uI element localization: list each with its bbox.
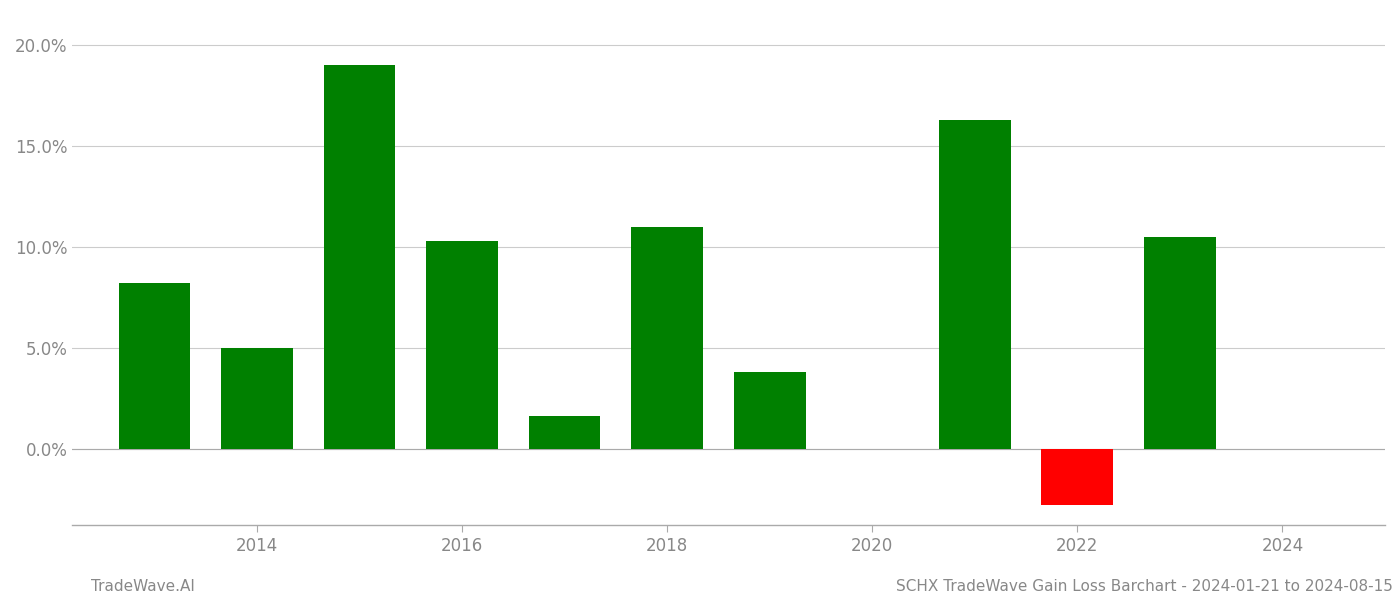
Bar	[1144, 237, 1215, 449]
Bar	[734, 372, 805, 449]
Bar	[323, 65, 395, 449]
Bar	[631, 227, 703, 449]
Text: SCHX TradeWave Gain Loss Barchart - 2024-01-21 to 2024-08-15: SCHX TradeWave Gain Loss Barchart - 2024…	[896, 579, 1393, 594]
Bar	[119, 283, 190, 449]
Bar	[529, 416, 601, 449]
Bar	[939, 120, 1011, 449]
Bar	[1042, 449, 1113, 505]
Bar	[221, 348, 293, 449]
Bar	[426, 241, 498, 449]
Text: TradeWave.AI: TradeWave.AI	[91, 579, 195, 594]
